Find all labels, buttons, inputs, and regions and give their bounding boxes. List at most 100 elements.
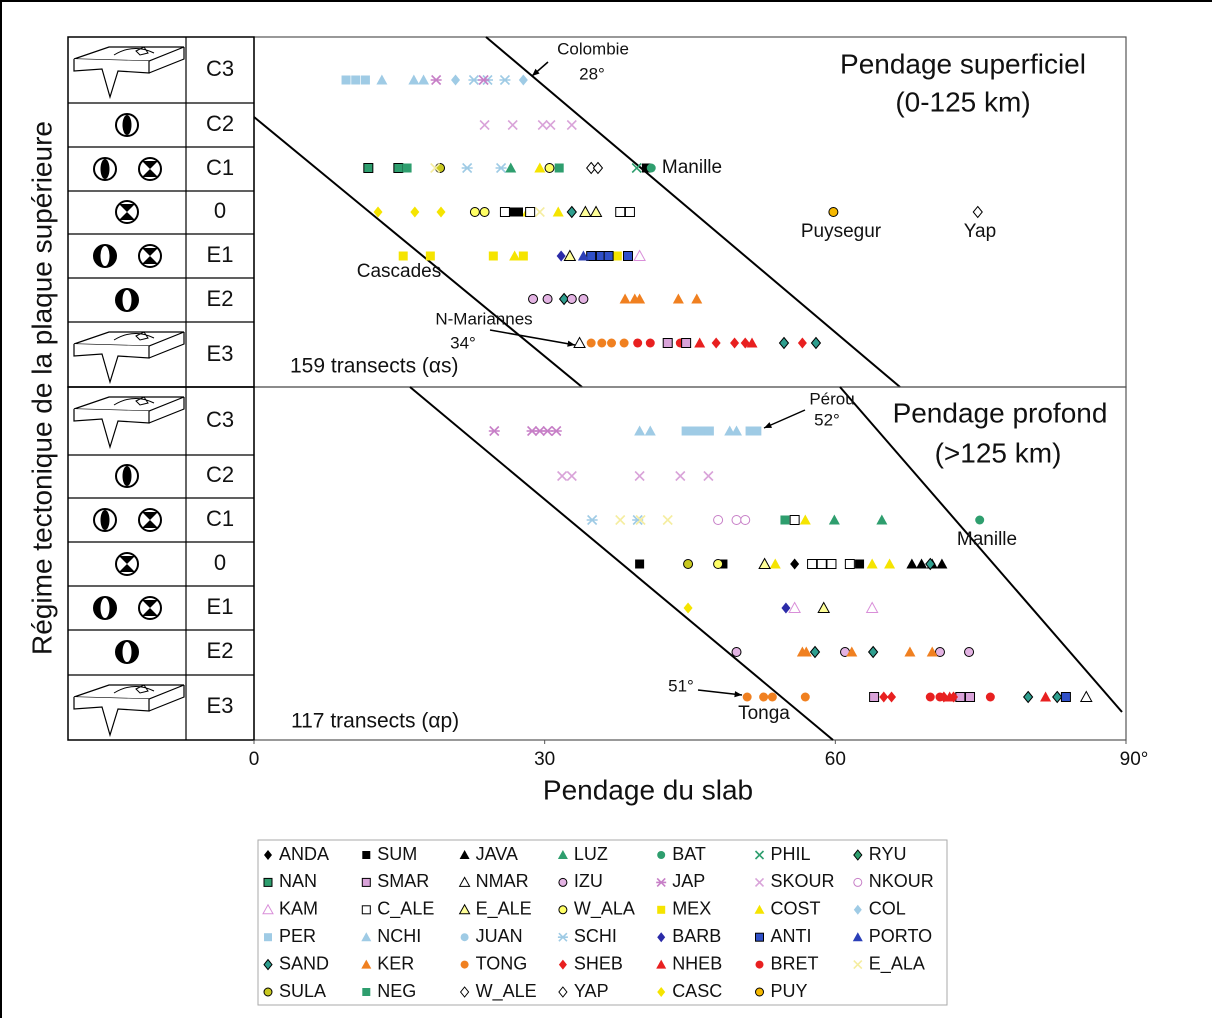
data-point [552,206,564,217]
legend-marker [264,850,272,860]
legend-label: SKOUR [771,871,835,891]
regime-label: E3 [207,341,234,366]
legend-label: PUY [771,981,808,1001]
data-point [975,515,985,525]
data-point [607,338,617,348]
block-diagram-icon [73,396,185,450]
data-point [703,470,714,482]
legend-marker [362,988,371,996]
legend-label: KER [377,953,414,973]
arrow [697,689,743,696]
data-point [925,692,935,702]
data-point [800,646,812,657]
annotation: Manille [957,529,1017,550]
legend-label: SMAR [377,871,429,891]
data-point [683,559,694,569]
legend-marker [362,851,371,859]
legend-label: CASC [672,981,722,1001]
legend-label: JAP [672,871,705,891]
annotation: Tonga [738,703,790,724]
data-point [934,647,945,657]
legend-label: COST [771,899,821,919]
legend-marker [754,850,765,860]
data-point [398,251,408,261]
legend-label: PER [279,926,316,946]
icon-part [148,332,185,359]
arrow [489,329,576,346]
panel-title: Pendage profond [893,397,1108,428]
legend-marker [755,960,764,969]
icon-part [100,159,110,179]
focal-mechanism-icon [138,157,162,181]
data-point [807,559,818,569]
data-point [1022,690,1034,704]
data-point [1040,691,1052,702]
legend-label: TONG [476,953,528,973]
legend-marker [263,877,273,887]
focal-mechanism-icon [93,596,117,620]
data-point [697,426,707,436]
legend-label: MEX [672,899,711,919]
data-point [635,559,645,569]
data-point [683,602,693,614]
boundary-line [839,386,1123,713]
boundary-line [253,116,583,388]
legend-marker [853,904,862,915]
regime-label: C2 [206,111,234,136]
legend-marker [656,959,667,969]
icon-part [142,248,158,264]
annotation: Cascades [357,261,442,282]
data-point [619,293,631,304]
data-point [586,514,598,526]
data-point [828,514,840,525]
annotation: N-Mariannes [435,309,532,328]
data-point [689,426,699,436]
legend-marker [657,932,666,943]
data-point [817,601,831,613]
data-point [713,559,724,569]
data-point [461,162,473,174]
data-point [499,207,510,217]
legend-label: W_ALA [574,899,635,920]
legend-marker [754,877,765,887]
legend-marker [361,905,371,915]
data-point [436,206,446,218]
data-point [711,337,721,349]
data-point [809,645,821,659]
annotation: 117 transects (αp) [291,710,459,733]
legend-marker [558,905,568,915]
data-point [615,207,626,217]
data-point [469,207,480,217]
data-point [586,251,597,261]
annotation: Colombie [557,39,629,58]
data-point [865,601,879,613]
legend-marker [557,850,568,859]
data-point [633,338,643,348]
data-point [846,646,858,657]
data-point [556,250,566,262]
annotation: 34° [450,333,476,352]
data-point [557,470,568,482]
data-point [887,691,897,703]
data-point [528,294,539,304]
panel-subtitle: (0-125 km) [895,86,1030,117]
data-point [505,162,517,173]
annotation: 51° [668,676,694,695]
legend-marker [361,877,371,887]
annotation: Pérou [809,389,854,408]
data-point [745,426,755,436]
data-point [592,161,604,175]
data-point [488,425,500,437]
data-point [799,514,811,525]
data-point [1052,690,1063,704]
boundary-line [485,36,901,388]
legend-label: NHEB [672,953,722,973]
icon-part [100,246,110,266]
legend-label: BARB [672,926,721,946]
data-point [752,426,762,436]
data-point [800,692,810,702]
data-point [478,74,490,86]
legend-marker [558,959,567,970]
